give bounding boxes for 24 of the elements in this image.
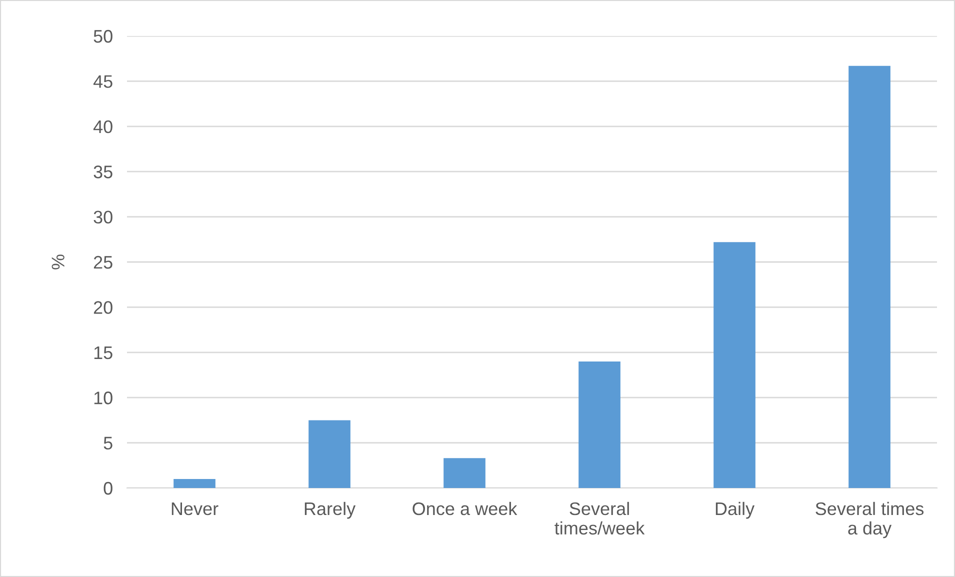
bar [578,361,620,488]
y-tick-label: 50 [94,30,112,43]
bar [444,458,486,488]
y-tick-label: 10 [94,392,112,404]
y-tick-label: 30 [94,210,112,224]
x-tick-label: Several times/week [554,502,645,535]
bar [308,420,350,488]
y-tick-label: 5 [104,436,112,450]
bar [848,66,890,488]
x-tick-label: Several times a day [816,502,924,538]
bar [174,478,216,488]
x-tick-label: Rarely [304,502,356,519]
y-axis-title: % [52,254,64,270]
x-tick-label: Never [172,502,218,516]
y-tick-label: 20 [94,301,112,314]
y-tick-label: 0 [104,482,112,495]
y-tick-label: 40 [93,120,112,134]
bar [714,242,756,488]
y-tick-label: 15 [94,346,112,360]
y-tick-label: 45 [93,75,112,88]
y-tick-label: 25 [94,256,112,269]
x-tick-label: Once a week [412,502,518,516]
y-tick-label: 35 [94,166,112,178]
x-tick-label: Daily [716,502,755,519]
